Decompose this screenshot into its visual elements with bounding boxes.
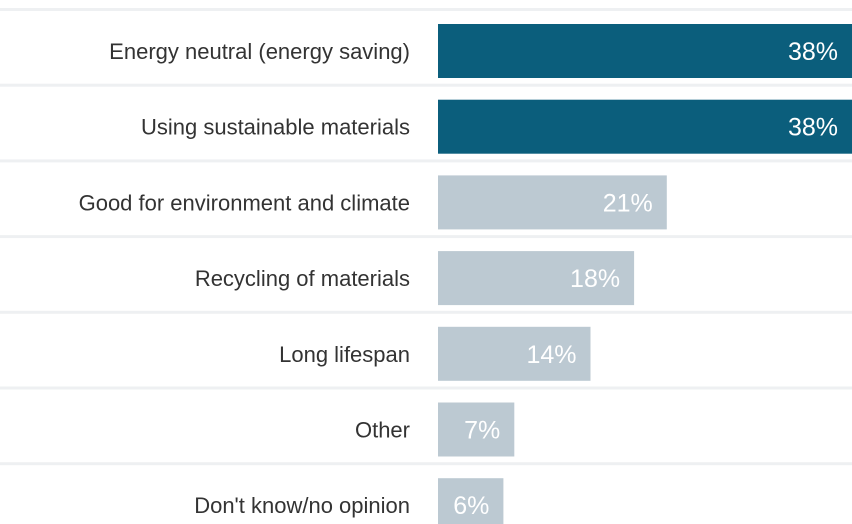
row-separator (0, 8, 852, 11)
category-label: Good for environment and climate (79, 190, 410, 215)
value-labels: 38% 38% 21% 18% 14% 7% 6% (453, 38, 838, 520)
value-label: 7% (464, 417, 500, 445)
row-separator (0, 83, 852, 87)
category-label: Energy neutral (energy saving) (109, 39, 410, 64)
value-label: 6% (453, 492, 489, 520)
row-separator (0, 386, 852, 390)
bar (438, 251, 635, 306)
bar (438, 99, 852, 154)
category-label: Other (355, 418, 410, 443)
value-label: 14% (526, 341, 576, 369)
value-label: 18% (570, 265, 620, 293)
row-separator (0, 235, 852, 239)
bar (438, 478, 504, 524)
row-separators (0, 8, 852, 466)
row-separator (0, 462, 852, 466)
row-separator (0, 159, 852, 163)
bar (438, 402, 515, 457)
category-label: Recycling of materials (195, 266, 410, 291)
bar (438, 326, 591, 381)
category-label: Long lifespan (279, 342, 410, 367)
row-separator (0, 310, 852, 314)
bar (438, 175, 667, 230)
value-label: 38% (788, 38, 838, 66)
bars (438, 24, 852, 524)
bar (438, 24, 852, 78)
category-labels: Energy neutral (energy saving) Using sust… (79, 39, 410, 518)
value-label: 38% (788, 114, 838, 142)
value-label: 21% (603, 189, 653, 217)
category-label: Don't know/no opinion (194, 493, 410, 518)
category-label: Using sustainable materials (141, 115, 410, 140)
